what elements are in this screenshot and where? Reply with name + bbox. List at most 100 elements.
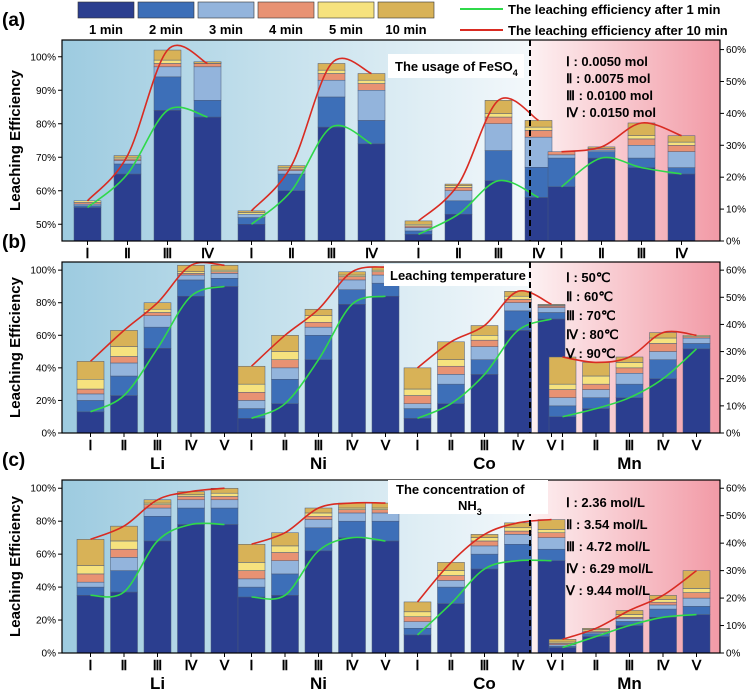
right-tick-label: 30%	[726, 347, 746, 358]
line-1min-co	[416, 559, 552, 636]
bar-mn-4-4min	[649, 343, 677, 352]
bar-ni-3-1min	[317, 126, 346, 242]
bar-li-1-10min	[76, 539, 105, 566]
line-1min-co	[418, 179, 539, 236]
bar-ni-3-3min	[304, 326, 333, 336]
right-tick-label: 10%	[726, 621, 746, 632]
bar-co-3-4min	[484, 116, 513, 125]
category-label: Ⅳ	[185, 439, 199, 454]
bar-co-2-1min	[437, 603, 465, 654]
bar-li-5-2min	[210, 507, 239, 525]
panel-title-sub: 4	[513, 68, 518, 78]
category-label: Ⅳ	[365, 247, 379, 262]
bar-li-3-5min	[153, 59, 182, 64]
right-tick-label: 40%	[726, 539, 746, 550]
bar-mn-1-3min	[548, 397, 577, 407]
bar-co-1-10min	[404, 220, 433, 225]
left-tick-label: 100%	[30, 52, 56, 63]
category-label: Ⅱ	[282, 659, 289, 674]
bar-mn-5-1min	[682, 348, 711, 434]
metal-label-li: Li	[150, 674, 165, 693]
bar-ni-1-2min	[237, 217, 266, 225]
bar-li-1-3min	[76, 581, 105, 588]
line-10min-co	[416, 518, 552, 603]
condition-2: Ⅱ : 60℃	[566, 289, 613, 304]
bar-mn-2-5min	[582, 375, 610, 385]
bar-mn-1-5min	[548, 383, 577, 390]
bar-co-3-2min	[470, 553, 499, 570]
category-label: Ⅲ	[314, 659, 324, 674]
bar-li-1-4min	[73, 202, 102, 205]
bar-ni-1-1min	[237, 224, 266, 242]
right-tick-label: 60%	[726, 266, 746, 277]
bar-ni-3-4min	[304, 322, 333, 328]
bar-li-2-1min	[113, 173, 142, 242]
legend-label-1min: 1 min	[89, 22, 123, 37]
bar-co-1-5min	[403, 611, 432, 618]
category-label: Ⅱ	[448, 439, 455, 454]
bar-mn-5-3min	[682, 597, 711, 607]
metal-label-mn: Mn	[617, 674, 642, 693]
title-box	[388, 54, 524, 78]
bar-co-2-10min	[437, 341, 465, 360]
bar-ni-2-1min	[271, 595, 299, 654]
bar-mn-5-5min	[682, 335, 711, 337]
bar-ni-1-1min	[237, 596, 266, 654]
category-label: Ⅴ	[380, 439, 391, 454]
bar-ni-5-1min	[371, 540, 400, 654]
bar-co-5-1min	[537, 560, 566, 654]
category-label: Ⅰ	[415, 439, 419, 454]
bar-mn-3-3min	[615, 373, 644, 385]
bar-li-1-1min	[76, 411, 105, 434]
bar-li-4-3min	[193, 66, 222, 101]
right-tick-label: 0%	[726, 237, 741, 248]
bar-li-3-1min	[143, 348, 172, 434]
category-label: Ⅳ	[512, 659, 526, 674]
bar-ni-3-3min	[304, 519, 333, 529]
bar-mn-1-4min	[548, 389, 577, 398]
line-1min-ni	[251, 536, 386, 600]
category-label: Ⅰ	[560, 439, 564, 454]
bar-ni-2-3min	[271, 560, 299, 575]
category-label: Ⅰ	[88, 439, 92, 454]
bar-ni-4-2min	[338, 289, 366, 305]
condition-4: Ⅳ : 0.0150 mol	[566, 105, 656, 120]
condition-3: Ⅲ : 70℃	[566, 308, 616, 323]
bar-ni-4-4min	[357, 83, 386, 91]
bar-ni-2-10min	[271, 532, 299, 547]
bar-mn-4-3min	[649, 604, 677, 610]
bar-mn-1-1min	[548, 416, 577, 434]
bar-co-3-3min	[470, 545, 499, 555]
bar-mn-4-1min	[667, 173, 696, 242]
category-label: Ⅱ	[598, 247, 605, 262]
category-label: Ⅱ	[288, 247, 295, 262]
bar-li-3-2min	[143, 326, 172, 349]
bar-li-1-3min	[76, 393, 105, 401]
group-ni: ⅠⅡⅢⅣNi	[237, 57, 386, 281]
left-tick-label: 60%	[36, 550, 56, 561]
bar-ni-3-2min	[317, 96, 346, 128]
bar-ni-4-2min	[338, 520, 366, 538]
bar-mn-2-3min	[582, 389, 610, 398]
bar-ni-2-1min	[277, 190, 306, 242]
bar-ni-3-1min	[304, 550, 333, 654]
bar-li-2-5min	[110, 540, 138, 550]
bar-li-2-2min	[110, 375, 138, 396]
condition-5: Ⅴ : 90℃	[565, 346, 616, 361]
left-tick-label: 100%	[30, 266, 56, 277]
line-1min-li	[90, 522, 225, 598]
bar-ni-2-4min	[271, 359, 299, 369]
left-tick-label: 20%	[36, 396, 56, 407]
bar-ni-2-2min	[271, 379, 299, 404]
bar-mn-1-1min	[547, 186, 576, 242]
category-label: Ⅰ	[85, 247, 89, 262]
bar-ni-1-4min	[237, 392, 266, 401]
legend-swatch-4min	[257, 1, 315, 19]
right-tick-label: 0%	[726, 649, 741, 660]
bar-li-2-5min	[110, 346, 138, 357]
bar-co-1-3min	[403, 403, 432, 409]
bar-ni-4-10min	[357, 73, 386, 81]
bar-li-2-10min	[110, 525, 138, 542]
bar-co-4-5min	[524, 126, 553, 131]
